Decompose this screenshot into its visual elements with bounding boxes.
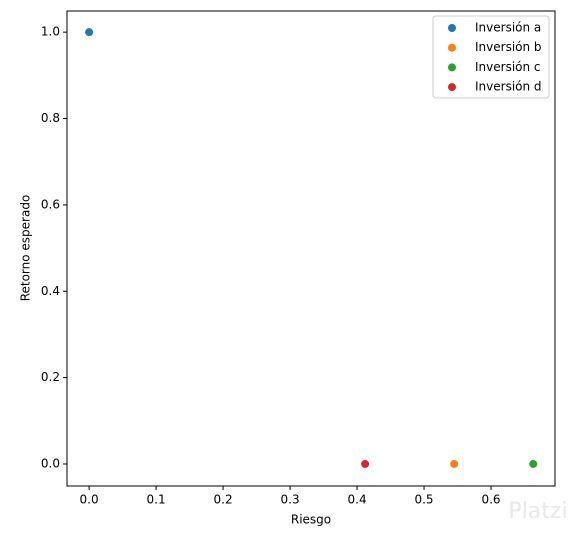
x-tick-label: 0.0 xyxy=(80,493,99,507)
y-tick-label: 0.8 xyxy=(41,111,60,125)
y-tick-label: 1.0 xyxy=(41,25,60,39)
x-tick-label: 0.5 xyxy=(414,493,433,507)
x-tick-label: 0.3 xyxy=(281,493,300,507)
y-axis-label: Retorno esperado xyxy=(19,195,33,302)
y-tick-label: 0.0 xyxy=(41,456,60,470)
legend-marker xyxy=(448,63,456,72)
x-tick-label: 0.6 xyxy=(481,493,500,507)
x-tick-label: 0.2 xyxy=(214,493,233,507)
legend-marker xyxy=(448,43,456,52)
point xyxy=(529,459,538,468)
x-tick-label: 0.4 xyxy=(348,493,367,507)
x-axis-label: Riesgo xyxy=(291,513,331,527)
point xyxy=(85,28,94,37)
y-tick-label: 0.6 xyxy=(41,197,60,211)
point xyxy=(361,459,370,468)
legend-marker xyxy=(448,24,456,32)
watermark: Platzi xyxy=(508,499,567,524)
y-tick-label: 0.4 xyxy=(41,284,60,298)
axes-frame xyxy=(66,10,556,487)
point xyxy=(450,459,459,468)
legend-marker xyxy=(448,83,456,92)
legend-label: Inversión b xyxy=(475,40,542,54)
x-tick-label: 0.1 xyxy=(147,493,166,507)
y-tick-label: 0.2 xyxy=(41,370,60,384)
legend-label: Inversión a xyxy=(475,21,541,35)
legend-label: Inversión c xyxy=(475,60,541,74)
legend-label: Inversión d xyxy=(475,80,542,94)
legend-frame xyxy=(432,15,550,99)
